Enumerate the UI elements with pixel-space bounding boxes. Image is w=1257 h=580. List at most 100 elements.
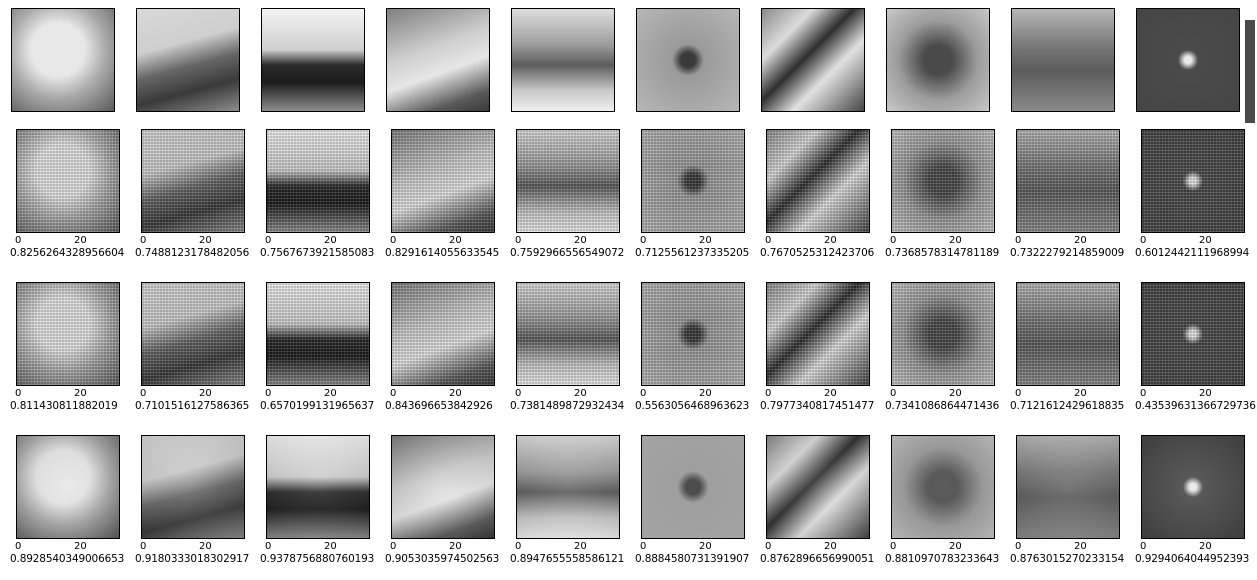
tick-label: 20 <box>824 235 837 246</box>
tick-label: 20 <box>824 541 837 552</box>
score-label: 0.9378756880760193 <box>260 553 375 565</box>
thumbnail-image <box>641 435 745 539</box>
thumbnail-image <box>1011 8 1115 112</box>
thumbnail-image <box>766 129 870 233</box>
tick-label: 0 <box>1015 388 1022 399</box>
thumbnail-image <box>766 435 870 539</box>
score-label: 0.9180333018302917 <box>135 553 250 565</box>
thumbnail-image <box>511 8 615 112</box>
tick-label: 20 <box>74 541 87 552</box>
score-label: 0.7101516127586365 <box>135 400 250 412</box>
thumbnail-image <box>11 8 115 112</box>
score-label: 0.6570199131965637 <box>260 400 375 412</box>
thumbnail-image <box>516 435 620 539</box>
score-label: 0.8810970783233643 <box>885 553 1000 565</box>
score-label: 0.7341086864471436 <box>885 400 1000 412</box>
tick-label: 0 <box>265 388 272 399</box>
score-label: 0.6012442111968994 <box>1135 247 1250 259</box>
tick-label: 0 <box>15 541 22 552</box>
tick-label: 20 <box>699 388 712 399</box>
tick-label: 0 <box>1015 235 1022 246</box>
thumbnail-image <box>386 8 490 112</box>
score-label: 0.8947655558586121 <box>510 553 625 565</box>
tick-label: 20 <box>449 235 462 246</box>
tick-label: 0 <box>15 235 22 246</box>
score-label: 0.43539631366729736 <box>1135 400 1256 412</box>
thumbnail-image <box>891 282 995 386</box>
thumbnail-image <box>516 129 620 233</box>
tick-label: 20 <box>949 541 962 552</box>
thumbnail-image <box>141 129 245 233</box>
thumbnail-image <box>891 435 995 539</box>
tick-label: 20 <box>824 388 837 399</box>
tick-label: 0 <box>1140 541 1147 552</box>
tick-label: 20 <box>574 388 587 399</box>
thumbnail-image <box>141 435 245 539</box>
score-label: 0.8256264328956604 <box>10 247 125 259</box>
tick-label: 0 <box>640 388 647 399</box>
thumbnail-image <box>1141 129 1245 233</box>
thumbnail-image <box>16 435 120 539</box>
score-label: 0.7368578314781189 <box>885 247 1000 259</box>
tick-label: 0 <box>765 541 772 552</box>
thumbnail-image <box>261 8 365 112</box>
thumbnail-image <box>891 129 995 233</box>
tick-label: 0 <box>390 388 397 399</box>
tick-label: 20 <box>324 235 337 246</box>
thumbnail-image <box>391 282 495 386</box>
tick-label: 20 <box>449 388 462 399</box>
tick-label: 0 <box>140 541 147 552</box>
tick-label: 20 <box>199 235 212 246</box>
tick-label: 0 <box>390 541 397 552</box>
thumbnail-image <box>1016 282 1120 386</box>
tick-label: 20 <box>199 541 212 552</box>
tick-label: 0 <box>765 388 772 399</box>
thumbnail-image <box>766 282 870 386</box>
tick-label: 0 <box>890 235 897 246</box>
tick-label: 20 <box>1074 235 1087 246</box>
thumbnail-image <box>761 8 865 112</box>
tick-label: 0 <box>765 235 772 246</box>
tick-label: 20 <box>1199 235 1212 246</box>
score-label: 0.7488123178482056 <box>135 247 250 259</box>
tick-label: 0 <box>1015 541 1022 552</box>
score-label: 0.7670525312423706 <box>760 247 875 259</box>
tick-label: 0 <box>640 541 647 552</box>
tick-label: 20 <box>324 541 337 552</box>
tick-label: 0 <box>515 388 522 399</box>
tick-label: 20 <box>949 388 962 399</box>
tick-label: 20 <box>1074 388 1087 399</box>
tick-label: 0 <box>265 541 272 552</box>
thumbnail-image <box>641 129 745 233</box>
tick-label: 0 <box>390 235 397 246</box>
tick-label: 0 <box>890 388 897 399</box>
scrollbar[interactable] <box>1245 20 1255 123</box>
score-label: 0.8762896656990051 <box>760 553 875 565</box>
thumbnail-image <box>1141 435 1245 539</box>
score-label: 0.9053035974502563 <box>385 553 500 565</box>
tick-label: 20 <box>699 541 712 552</box>
thumbnail-image <box>1016 129 1120 233</box>
score-label: 0.8928540349006653 <box>10 553 125 565</box>
tick-label: 0 <box>140 235 147 246</box>
tick-label: 20 <box>74 235 87 246</box>
tick-label: 0 <box>1140 388 1147 399</box>
tick-label: 0 <box>515 541 522 552</box>
tick-label: 20 <box>699 235 712 246</box>
tick-label: 0 <box>1140 235 1147 246</box>
score-label: 0.811430811882019 <box>10 400 118 412</box>
score-label: 0.7381489872932434 <box>510 400 625 412</box>
score-label: 0.8291614055633545 <box>385 247 500 259</box>
tick-label: 20 <box>574 541 587 552</box>
tick-label: 0 <box>265 235 272 246</box>
score-label: 0.7125561237335205 <box>635 247 750 259</box>
score-label: 0.7322279214859009 <box>1010 247 1125 259</box>
score-label: 0.7567673921585083 <box>260 247 375 259</box>
score-label: 0.5563056468963623 <box>635 400 750 412</box>
thumbnail-image <box>391 435 495 539</box>
tick-label: 20 <box>949 235 962 246</box>
thumbnail-image <box>266 129 370 233</box>
score-label: 0.7121612429618835 <box>1010 400 1125 412</box>
thumbnail-image <box>641 282 745 386</box>
thumbnail-image <box>141 282 245 386</box>
